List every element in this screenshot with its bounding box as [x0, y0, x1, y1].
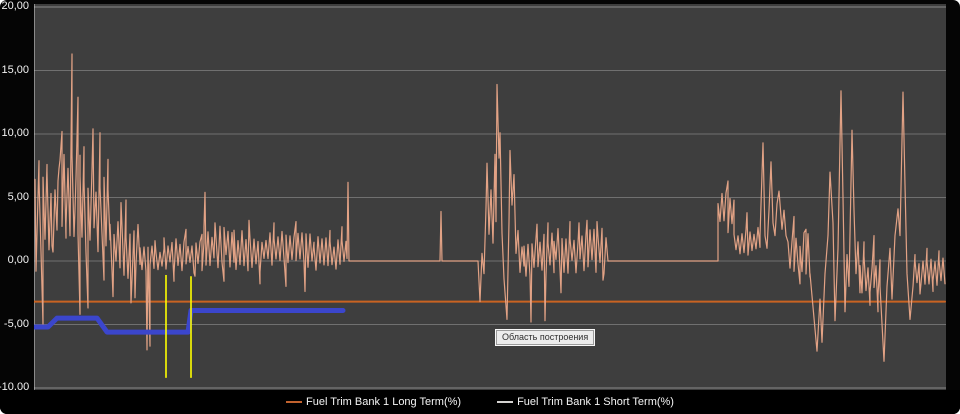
legend-item-label: Fuel Trim Bank 1 Short Term(%): [517, 396, 674, 408]
legend-item-short-term[interactable]: Fuel Trim Bank 1 Short Term(%): [497, 396, 674, 408]
chart-canvas: [34, 4, 946, 390]
short-term-series-line[interactable]: [34, 53, 946, 362]
y-axis-tick-label: 20,00: [1, 0, 29, 12]
y-axis-tick-label: 15,00: [1, 63, 29, 76]
chart-legend[interactable]: Fuel Trim Bank 1 Long Term(%) Fuel Trim B…: [0, 390, 960, 414]
plot-area[interactable]: [34, 4, 946, 390]
y-axis-tick-label: 10,00: [1, 127, 29, 139]
y-axis-tick-label: 5,00: [7, 190, 29, 203]
y-axis[interactable]: 20,00 15,00 10,00 5,00 0,00 -5,00 -10,00: [0, 0, 31, 393]
y-axis-tick-label: -5,00: [3, 317, 29, 330]
legend-line-marker-icon: [497, 401, 514, 403]
y-axis-tick-label: 0,00: [7, 254, 29, 266]
legend-item-label: Fuel Trim Bank 1 Long Term(%): [306, 396, 462, 408]
legend-item-long-term[interactable]: Fuel Trim Bank 1 Long Term(%): [286, 396, 461, 408]
plot-area-tooltip: Область построения: [494, 329, 596, 346]
legend-line-marker-icon: [286, 401, 302, 403]
